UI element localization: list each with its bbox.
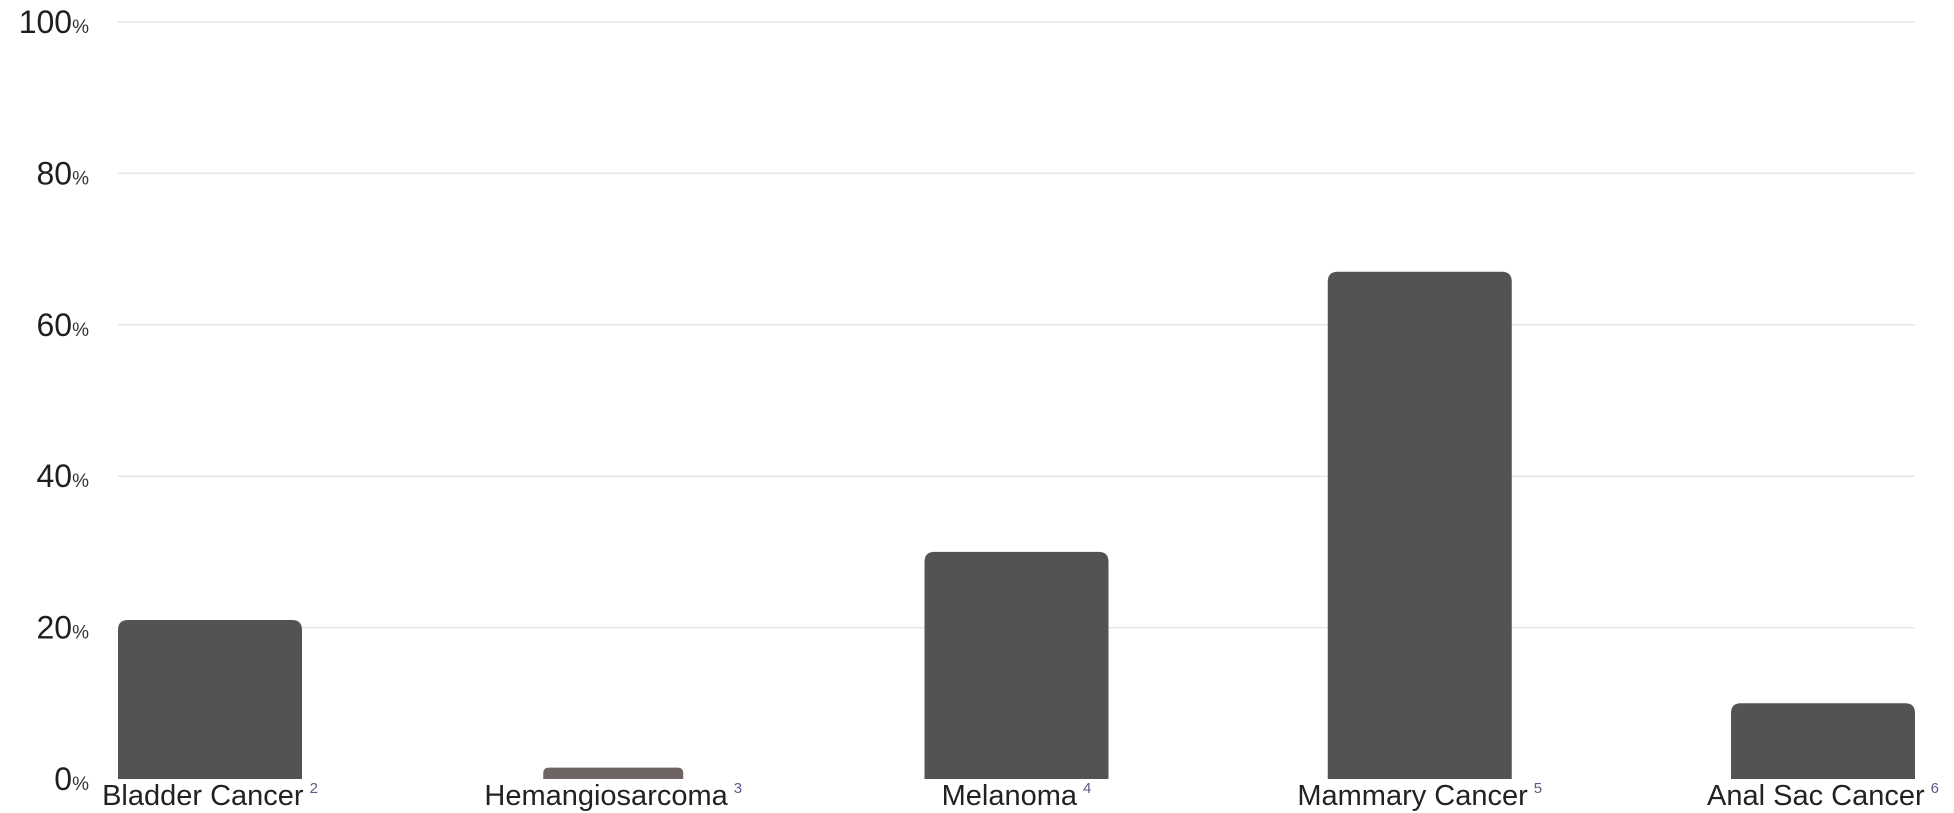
gridlines [118,21,1915,629]
category-name: Melanoma [942,780,1078,812]
footnote-marker: 3 [734,780,742,797]
x-tick-label: Mammary Cancer 5 [1297,780,1542,812]
y-axis: 0%20%40%60%80%100% [19,4,89,797]
bar-anal-sac-cancer [1731,703,1915,779]
footnote-marker: 4 [1083,780,1091,797]
bar-hemangiosarcoma [543,767,684,779]
y-tick-label: 40% [37,458,90,494]
y-tick-unit: % [72,623,89,644]
y-tick-value: 60 [37,307,73,343]
y-tick-unit: % [72,774,89,795]
y-tick-value: 0 [54,761,72,797]
y-tick-value: 40 [37,458,73,494]
x-axis: Bladder Cancer 2 Hemangiosarcoma 3 Melanoma 4… [102,780,1939,812]
y-tick-label: 100% [19,4,89,40]
footnote-marker: 6 [1931,780,1939,797]
y-tick-unit: % [72,471,89,492]
bar-melanoma [924,551,1109,779]
category-name: Hemangiosarcoma [484,780,728,812]
bar-mammary-cancer [1327,271,1512,779]
y-tick-label: 60% [37,307,90,343]
y-tick-label: 0% [54,761,89,797]
footnote-marker: 2 [310,780,318,797]
y-tick-label: 80% [37,155,90,191]
y-tick-unit: % [72,168,89,189]
x-tick-label: Melanoma 4 [942,780,1092,812]
y-tick-unit: % [72,17,89,38]
y-tick-value: 100 [19,4,72,40]
y-tick-unit: % [72,320,89,341]
y-tick-value: 20 [37,610,73,646]
x-tick-label: Bladder Cancer 2 [102,780,318,812]
category-name: Bladder Cancer [102,780,304,812]
category-name: Anal Sac Cancer [1707,780,1925,812]
footnote-marker: 5 [1534,780,1542,797]
y-tick-value: 80 [37,155,73,191]
x-tick-label: Hemangiosarcoma 3 [484,780,742,812]
bar-bladder-cancer [118,620,302,779]
y-tick-label: 20% [37,610,90,646]
category-name: Mammary Cancer [1297,780,1528,812]
x-tick-label: Anal Sac Cancer 6 [1707,780,1939,812]
bars [118,271,1915,779]
